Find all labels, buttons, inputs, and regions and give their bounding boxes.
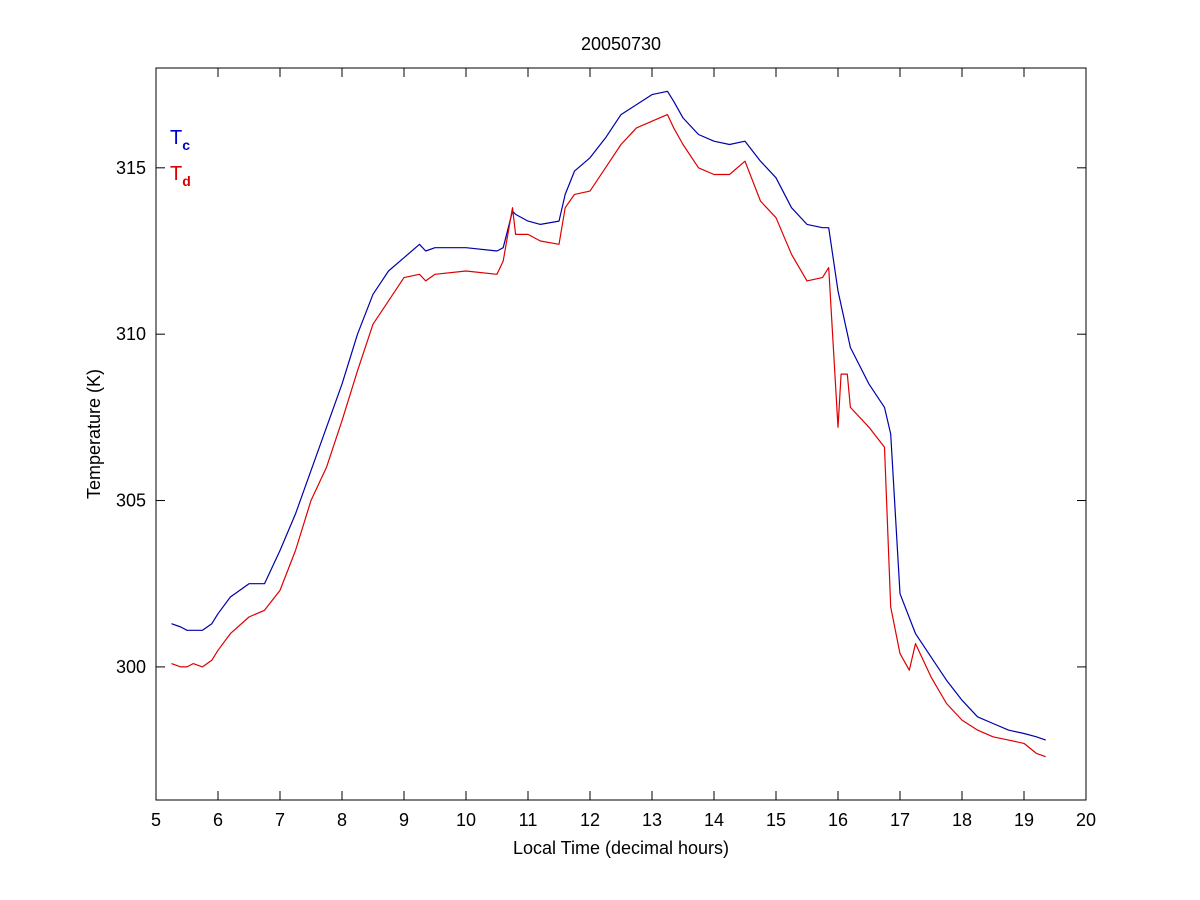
legend-td-sub: d bbox=[182, 173, 191, 189]
series-line-td bbox=[171, 113, 1046, 758]
legend-tc-sub: c bbox=[182, 137, 190, 153]
legend-td-main: T bbox=[170, 163, 182, 185]
x-axis-label: Local Time (decimal hours) bbox=[513, 838, 729, 858]
series-layer bbox=[171, 90, 1046, 758]
legend-item-td: Td bbox=[170, 163, 191, 189]
x-tick-label: 15 bbox=[766, 810, 786, 830]
legend-item-tc: Tc bbox=[170, 127, 190, 153]
x-tick-label: 10 bbox=[456, 810, 476, 830]
y-tick-label: 315 bbox=[116, 158, 146, 178]
x-tick-label: 9 bbox=[399, 810, 409, 830]
y-tick-label: 305 bbox=[116, 491, 146, 511]
x-tick-label: 7 bbox=[275, 810, 285, 830]
legend-tc-main: T bbox=[170, 127, 182, 149]
x-tick-label: 17 bbox=[890, 810, 910, 830]
x-tick-label: 19 bbox=[1014, 810, 1034, 830]
x-tick-label: 16 bbox=[828, 810, 848, 830]
y-ticks: 300 305 310 315 bbox=[116, 158, 1086, 677]
x-tick-label: 12 bbox=[580, 810, 600, 830]
y-tick-label: 300 bbox=[116, 657, 146, 677]
y-axis-label: Temperature (K) bbox=[84, 369, 104, 499]
plot-area bbox=[155, 67, 1087, 801]
x-tick-label: 13 bbox=[642, 810, 662, 830]
series-line-tc bbox=[171, 90, 1046, 741]
x-tick-label: 11 bbox=[519, 810, 538, 830]
y-tick-label: 310 bbox=[116, 324, 146, 344]
chart-title: 20050730 bbox=[581, 34, 661, 54]
x-tick-label: 18 bbox=[952, 810, 972, 830]
x-ticks: 5 6 7 8 9 10 11 12 13 14 15 16 17 18 19 20 bbox=[151, 68, 1096, 830]
legend: Tc Td bbox=[170, 127, 191, 189]
x-tick-label: 8 bbox=[337, 810, 347, 830]
x-tick-label: 14 bbox=[704, 810, 724, 830]
x-tick-label: 5 bbox=[151, 810, 161, 830]
x-tick-label: 20 bbox=[1076, 810, 1096, 830]
x-tick-label: 6 bbox=[213, 810, 223, 830]
